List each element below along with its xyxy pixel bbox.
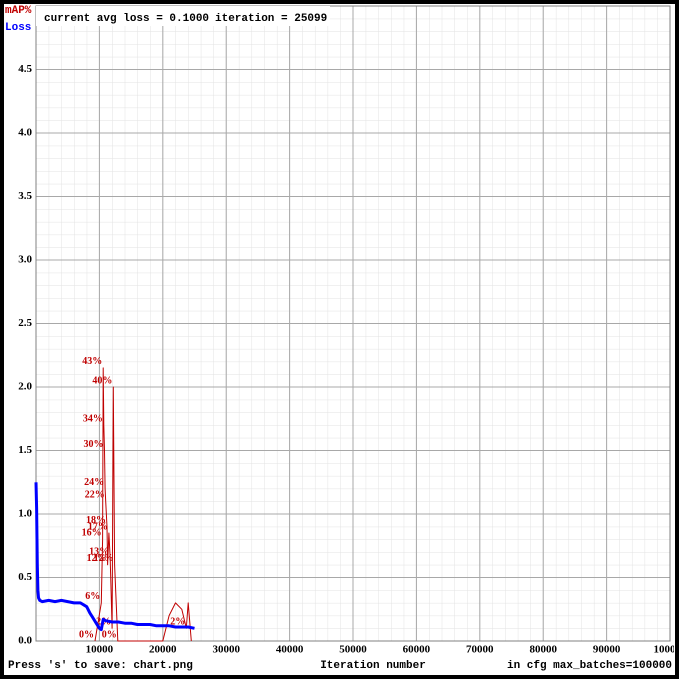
y-tick-label: 0.5 [18,571,32,583]
x-tick-label: 70000 [466,644,494,656]
footer-left: Press 's' to save: chart.png [8,660,193,672]
y-tick-label: 3.5 [18,190,32,202]
data-label: 17% [88,521,108,532]
y-tick-label: 0.0 [18,635,32,647]
y-tick-label: 1.0 [18,508,32,520]
data-label: 43% [82,356,102,367]
series-line [34,482,195,632]
data-label: 24% [84,477,104,488]
x-tick-label: 90000 [593,644,621,656]
x-tick-label: 30000 [212,644,240,656]
data-label: 16% [82,528,102,539]
data-label: 22% [85,490,105,501]
y-tick-label: 4.5 [18,63,32,75]
data-label: 6% [85,591,100,602]
y-tick-label: 3.0 [18,254,32,266]
data-label: 0% [79,629,94,640]
data-label: 2% [170,617,185,628]
x-tick-label: 60000 [403,644,431,656]
footer-right: in cfg max_batches=100000 [507,660,672,672]
data-label: 13% [89,547,109,558]
legend-entry: mAP% [5,5,32,17]
data-label: 34% [83,413,103,424]
y-tick-label: 4.0 [18,127,32,139]
data-label: 30% [83,439,103,450]
title-box [36,6,330,26]
legend-entry: Loss [5,22,31,34]
x-tick-label: 20000 [149,644,177,656]
y-tick-label: 1.5 [18,444,32,456]
data-label: 12% [94,553,114,564]
plot-frame [35,5,671,642]
data-label: 40% [92,375,112,386]
x-tick-label: 10000 [86,644,114,656]
x-tick-label: 80000 [529,644,557,656]
data-label: 18% [86,515,106,526]
chart-subtitle: iteration = 25099 [215,13,327,25]
x-tick-label: 50000 [339,644,367,656]
y-tick-label: 2.0 [18,381,32,393]
data-label: 0% [102,629,117,640]
series-line [94,367,192,642]
chart-title: current avg loss = 0.1000 [44,13,209,25]
x-tick-label: 100000 [654,644,679,656]
y-tick-label: 2.5 [18,317,32,329]
x-tick-label: 40000 [276,644,304,656]
x-axis-label: Iteration number [320,660,426,672]
data-label: 12% [87,553,107,564]
